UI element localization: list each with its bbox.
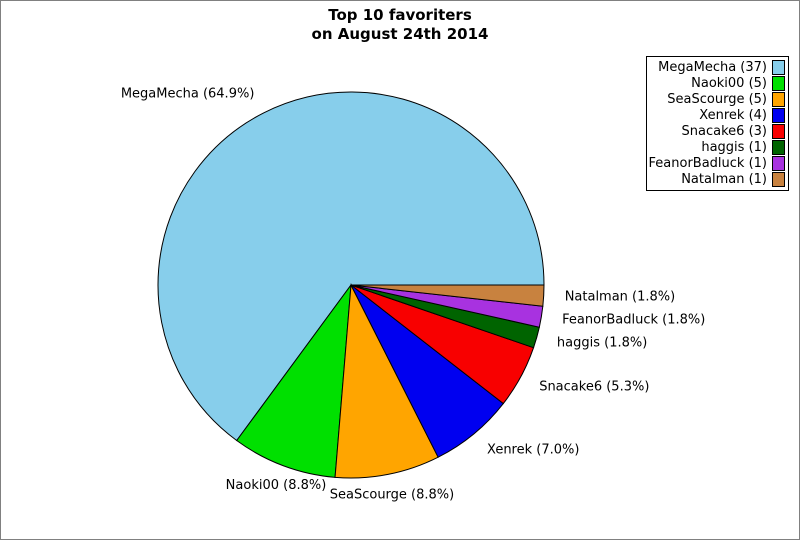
legend-item-label: Natalman (1) — [681, 172, 767, 188]
legend-color-swatch — [772, 124, 785, 140]
pie-label-megamecha: MegaMecha (64.9%) — [121, 87, 255, 102]
pie-label-feanorbadluck: FeanorBadluck (1.8%) — [562, 313, 705, 328]
legend-item-snacake6: Snacake6 (3) — [647, 124, 788, 140]
chart-title-line1: Top 10 favoriters — [328, 6, 472, 24]
legend-item-label: haggis (1) — [701, 140, 767, 156]
pie-label-naoki00: Naoki00 (8.8%) — [226, 478, 327, 493]
legend-item-seascourge: SeaScourge (5) — [647, 91, 788, 107]
chart-title: Top 10 favoriters on August 24th 2014 — [1, 6, 799, 44]
legend-item-label: FeanorBadluck (1) — [648, 156, 767, 172]
legend-item-natalman: Natalman (1) — [647, 172, 788, 188]
legend-item-label: SeaScourge (5) — [667, 91, 767, 107]
legend-item-xenrek: Xenrek (4) — [647, 107, 788, 123]
legend-color-swatch — [772, 156, 785, 172]
legend-item-naoki00: Naoki00 (5) — [647, 75, 788, 91]
chart-title-line2: on August 24th 2014 — [311, 25, 489, 43]
pie-slice-natalman — [350, 284, 545, 307]
legend-color-swatch — [772, 140, 785, 156]
legend-box: MegaMecha (37) Naoki00 (5) SeaScourge (5) X… — [646, 56, 789, 191]
legend-color-swatch — [772, 172, 785, 188]
legend-item-label: Snacake6 (3) — [681, 124, 767, 140]
legend-color-swatch — [772, 59, 785, 75]
pie-slice-seascourge — [334, 283, 439, 479]
legend-color-swatch — [772, 75, 785, 91]
pie-label-seascourge: SeaScourge (8.8%) — [330, 488, 454, 503]
pie-label-xenrek: Xenrek (7.0%) — [487, 443, 579, 458]
legend-color-swatch — [772, 107, 785, 123]
pie-slice-megamecha — [157, 91, 545, 442]
pie-label-natalman: Natalman (1.8%) — [565, 289, 676, 304]
legend-item-megamecha: MegaMecha (37) — [647, 59, 788, 75]
legend-item-haggis: haggis (1) — [647, 140, 788, 156]
pie-label-haggis: haggis (1.8%) — [557, 336, 647, 351]
legend-color-swatch — [772, 91, 785, 107]
legend-item-label: MegaMecha (37) — [658, 59, 767, 75]
legend-item-label: Xenrek (4) — [699, 107, 767, 123]
legend-item-feanorbadluck: FeanorBadluck (1) — [647, 156, 788, 172]
legend-item-label: Naoki00 (5) — [691, 75, 767, 91]
pie-label-snacake6: Snacake6 (5.3%) — [539, 379, 649, 394]
pie-slice-naoki00 — [236, 283, 352, 478]
